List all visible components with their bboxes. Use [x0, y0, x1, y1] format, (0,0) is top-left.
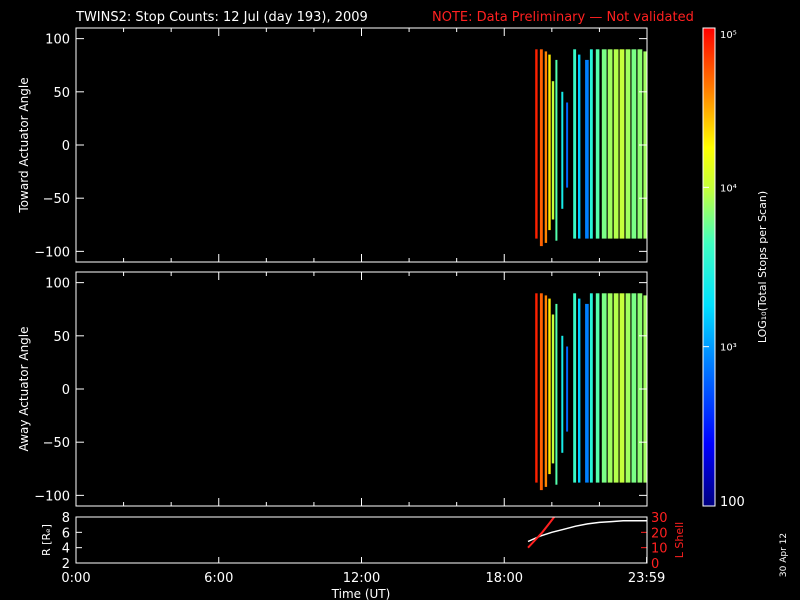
away-band: [548, 298, 551, 475]
toward-heatmap: [535, 49, 647, 247]
colorbar-tick-label: 10⁵: [720, 30, 737, 41]
lshell-ytick-label: 20: [651, 526, 668, 541]
toward-band: [585, 59, 589, 239]
toward-band: [548, 54, 551, 231]
away-band: [613, 293, 619, 483]
away-ytick-label: 100: [45, 277, 70, 292]
away-band: [637, 293, 643, 483]
orbit-frame: [75, 516, 648, 564]
colorbar-tick-label: 100: [720, 495, 745, 510]
toward-band: [551, 81, 555, 220]
away-heatmap: [535, 293, 647, 491]
toward-ytick-label: −50: [43, 192, 70, 207]
time-xtick-label: 0:00: [61, 571, 90, 586]
away-band: [607, 293, 613, 483]
toward-band: [544, 51, 548, 243]
lshell-ytick-label: 0: [651, 557, 659, 572]
r-ytick-label: 2: [62, 557, 70, 572]
away-band: [625, 293, 631, 483]
away-band: [601, 293, 607, 483]
toward-band: [625, 49, 631, 239]
colorbar-gradient: [702, 27, 716, 507]
time-xtick-label: 12:00: [343, 571, 380, 586]
toward-band: [631, 49, 637, 239]
toward-ytick-label: 0: [62, 139, 70, 154]
preliminary-note: NOTE: Data Preliminary — Not validated: [432, 10, 694, 25]
toward-band: [555, 59, 558, 241]
away-ytick-label: −100: [34, 489, 70, 504]
away-band: [544, 295, 548, 487]
toward-band: [561, 91, 564, 209]
lshell-ytick-label: 30: [651, 511, 668, 526]
toward-band: [595, 49, 600, 239]
toward-band: [578, 54, 581, 239]
away-band: [555, 303, 558, 485]
colorbar: 10⁵ 10⁴ 10³ 100 LOG₁₀(Total Stops per Scan): [702, 27, 769, 510]
toward-ytick-label: 50: [53, 86, 70, 101]
away-ytick-label: 50: [53, 330, 70, 345]
away-band: [566, 346, 569, 432]
away-band: [561, 335, 564, 453]
colorbar-tick-label: 10³: [720, 343, 737, 354]
date-stamp: 30 Apr 12: [779, 533, 789, 577]
away-band: [535, 293, 538, 483]
toward-band: [539, 49, 543, 247]
r-ytick-label: 4: [62, 542, 70, 557]
toward-y-axis: 100 50 0 −50 −100: [34, 28, 648, 262]
r-line: [527, 520, 647, 543]
toward-band: [589, 49, 593, 239]
away-band: [551, 314, 555, 464]
away-band: [619, 293, 625, 483]
lshell-ylabel: L Shell: [673, 522, 686, 558]
toward-ytick-label: 100: [45, 33, 70, 48]
colorbar-ticks: 10⁵ 10⁴ 10³ 100: [703, 27, 745, 510]
toward-band: [637, 49, 643, 239]
away-y-axis: 100 50 0 −50 −100: [34, 272, 648, 506]
r-ylabel: R [Rₑ]: [40, 524, 53, 556]
toward-band: [566, 102, 569, 188]
lshell-line: [527, 516, 555, 549]
away-ytick-label: −50: [43, 436, 70, 451]
toward-ylabel: Toward Actuator Angle: [17, 77, 31, 213]
chart-title: TWINS2: Stop Counts: 12 Jul (day 193), 2…: [75, 10, 368, 25]
time-xtick-label: 23:59: [628, 571, 665, 586]
colorbar-tick-label: 10⁴: [720, 183, 737, 194]
toward-band: [573, 49, 577, 239]
toward-panel: 100 50 0 −50 −100 Toward Actuator Angle: [17, 27, 648, 263]
away-band: [573, 293, 577, 483]
time-xtick-label: 6:00: [204, 571, 233, 586]
toward-frame: [75, 27, 648, 263]
toward-band: [601, 49, 607, 239]
r-ytick-label: 6: [62, 526, 70, 541]
away-band: [578, 298, 581, 483]
toward-ytick-label: −100: [34, 245, 70, 260]
orbit-lines: [527, 516, 647, 549]
away-panel: 100 50 0 −50 −100 Away Actuator Angle: [17, 271, 648, 507]
away-band: [631, 293, 637, 483]
r-ytick-label: 8: [62, 511, 70, 526]
lshell-ytick-label: 10: [651, 542, 668, 557]
away-frame: [75, 271, 648, 507]
away-band: [585, 303, 589, 483]
time-xlabel: Time (UT): [331, 587, 391, 600]
away-ytick-label: 0: [62, 383, 70, 398]
away-band: [539, 293, 543, 491]
toward-band: [535, 49, 538, 239]
away-band: [595, 293, 600, 483]
time-xtick-label: 18:00: [486, 571, 523, 586]
toward-band: [619, 49, 625, 239]
toward-band: [613, 49, 619, 239]
away-ylabel: Away Actuator Angle: [17, 326, 31, 451]
toward-band: [607, 49, 613, 239]
colorbar-label: LOG₁₀(Total Stops per Scan): [756, 191, 769, 343]
away-band: [589, 293, 593, 483]
